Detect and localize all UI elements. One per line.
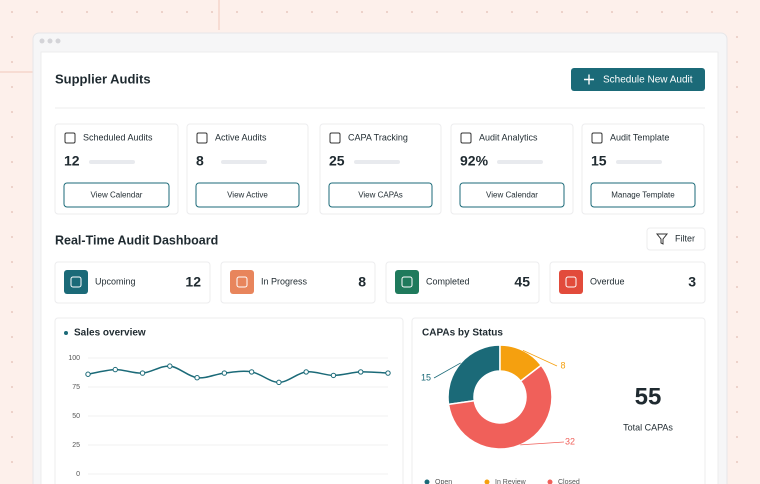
- plus-icon: [584, 74, 594, 85]
- status-icon: [559, 270, 583, 294]
- y-tick-label: 50: [72, 413, 80, 420]
- status-icon: [230, 270, 254, 294]
- legend-dot: [547, 479, 553, 484]
- section-title: Real-Time Audit Dashboard: [55, 233, 218, 247]
- window-dot: [47, 38, 53, 44]
- window-dot: [39, 38, 45, 44]
- page-title: Supplier Audits: [55, 71, 151, 86]
- y-tick-label: 100: [68, 355, 80, 362]
- sales-point: [167, 363, 173, 369]
- card-button-label[interactable]: Manage Template: [611, 191, 675, 200]
- card-button-label[interactable]: View Calendar: [486, 191, 538, 200]
- leader-line: [520, 441, 565, 446]
- card-value: 12: [64, 153, 80, 169]
- status-label: In Progress: [261, 276, 308, 286]
- schedule-button-label[interactable]: Schedule New Audit: [603, 75, 693, 86]
- card-placeholder: [354, 160, 400, 164]
- card-button[interactable]: [328, 182, 433, 208]
- legend-label: Open: [435, 479, 452, 484]
- status-value: 8: [358, 274, 366, 290]
- status-card: [220, 261, 376, 304]
- card-value: 8: [196, 153, 204, 169]
- legend-label: Closed: [558, 479, 580, 484]
- card-button-label[interactable]: View Active: [227, 191, 268, 200]
- total-value: 55: [635, 383, 662, 410]
- status-icon: [64, 270, 88, 294]
- total-label: Total CAPAs: [623, 422, 673, 432]
- status-card: [385, 261, 540, 304]
- sales-panel: [54, 317, 404, 484]
- status-value: 3: [688, 274, 696, 290]
- card-icon: [329, 132, 341, 144]
- card-value: 92%: [460, 153, 489, 169]
- sales-title: Sales overview: [74, 328, 146, 339]
- y-tick-label: 0: [76, 471, 80, 478]
- sales-point: [112, 366, 118, 373]
- card-button[interactable]: [590, 182, 696, 208]
- dynamic: Scheduled Audits 12 View Calendar Active Au…: [54, 123, 706, 484]
- filter-icon: [655, 233, 669, 245]
- status-label: Overdue: [590, 276, 625, 286]
- sales-point: [194, 375, 200, 381]
- card-icon: [460, 132, 472, 144]
- donut-label: 32: [565, 436, 575, 446]
- card-placeholder: [89, 160, 135, 164]
- y-tick-label: 75: [72, 384, 80, 391]
- sales-point: [248, 369, 255, 375]
- sales-point: [276, 379, 282, 386]
- window-dot: [55, 38, 61, 44]
- card-icon: [196, 132, 208, 144]
- sales-point: [221, 370, 228, 376]
- donut-label: 8: [560, 360, 565, 370]
- card-placeholder: [221, 160, 267, 164]
- status-icon: [395, 270, 419, 294]
- card-title: CAPA Tracking: [348, 132, 408, 142]
- leader-line: [433, 362, 461, 379]
- capa-title: CAPAs by Status: [422, 328, 503, 339]
- sales-point: [139, 370, 146, 376]
- card-button[interactable]: [63, 182, 170, 208]
- status-value: 12: [185, 274, 201, 290]
- status-glyph: [401, 276, 413, 288]
- legend-label: In Review: [495, 479, 527, 484]
- card-title: Audit Analytics: [479, 132, 538, 142]
- card-placeholder: [616, 160, 662, 164]
- status-value: 45: [514, 274, 530, 290]
- card-title: Audit Template: [610, 132, 669, 142]
- status-card: [54, 261, 211, 304]
- sales-point: [385, 370, 391, 376]
- card-button-label[interactable]: View CAPAs: [358, 191, 403, 200]
- card-button[interactable]: [195, 182, 300, 208]
- y-tick-label: 25: [72, 442, 80, 449]
- card-button[interactable]: [459, 182, 565, 208]
- sales-dot: [64, 331, 68, 335]
- status-card: [549, 261, 706, 304]
- card-placeholder: [497, 160, 543, 164]
- card-title: Scheduled Audits: [83, 132, 153, 142]
- status-label: Upcoming: [95, 276, 136, 286]
- donut-label: 15: [421, 372, 431, 382]
- card-title: Active Audits: [215, 132, 267, 142]
- filter-label[interactable]: Filter: [675, 233, 695, 243]
- legend-dot: [424, 479, 430, 484]
- card-value: 15: [591, 153, 607, 169]
- sales-point: [303, 369, 309, 375]
- donut-segment: [447, 364, 553, 450]
- sales-point: [330, 372, 337, 379]
- card-button-label[interactable]: View Calendar: [91, 191, 143, 200]
- leader-line: [522, 349, 558, 367]
- schedule-button[interactable]: [571, 68, 705, 91]
- card-icon: [591, 132, 603, 144]
- status-glyph: [70, 276, 82, 288]
- legend-dot: [484, 479, 490, 484]
- status-glyph: [236, 276, 248, 288]
- card-icon: [64, 132, 76, 144]
- status-label: Completed: [426, 276, 470, 286]
- sales-point: [85, 371, 91, 377]
- status-glyph: [565, 276, 577, 288]
- card-value: 25: [329, 153, 345, 169]
- sales-point: [358, 369, 364, 375]
